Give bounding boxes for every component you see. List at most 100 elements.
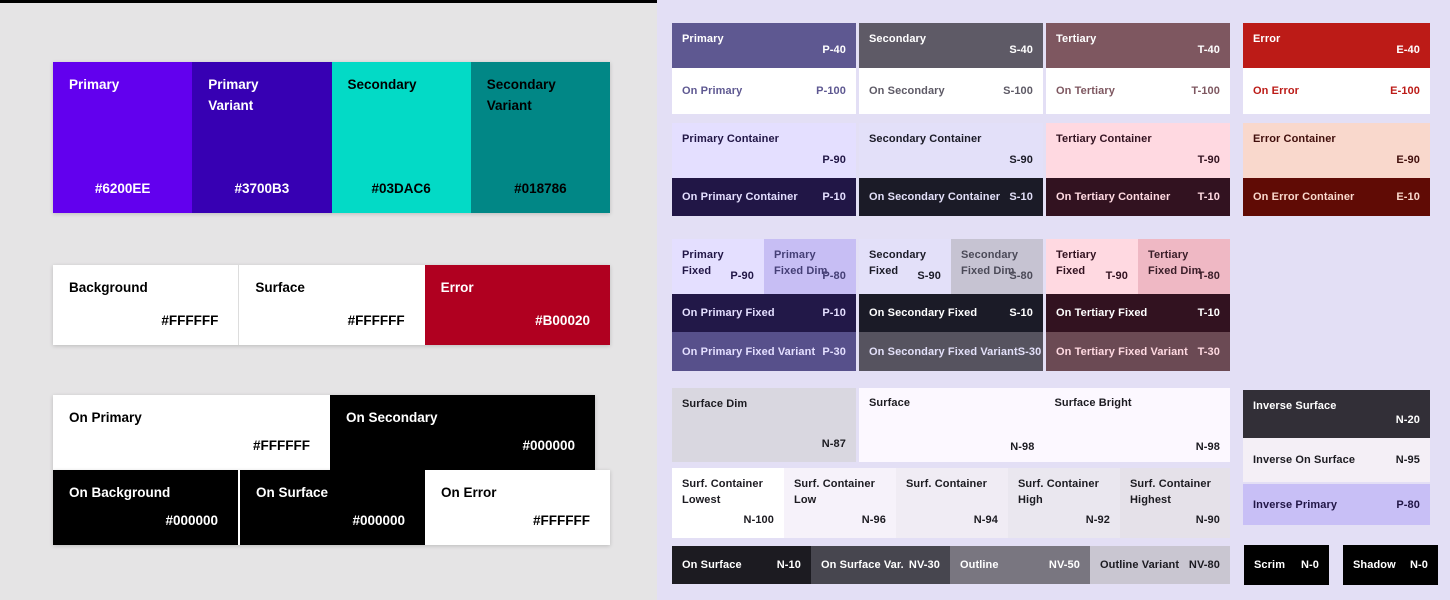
swatch-value: NV-30 <box>908 559 940 571</box>
m3-primary-container-swatch: Primary Container P-90 <box>672 123 856 178</box>
swatch-label: On Tertiary Container <box>1056 191 1171 203</box>
swatch-label: On Secondary Fixed Variant <box>869 345 1018 358</box>
swatch-label: Scrim <box>1254 559 1286 571</box>
swatch-label: On Surface <box>682 559 742 571</box>
swatch-label: Error Container <box>1253 133 1336 145</box>
swatch-hex: #3700B3 <box>234 181 290 197</box>
swatch-label: Tertiary Fixed <box>1056 249 1097 277</box>
m3-on-primary-swatch: On Primary P-100 <box>672 68 856 114</box>
m3-secondary-fixed-swatch: Secondary Fixed S-90 <box>859 239 951 294</box>
swatch-label: Surf. Container Low <box>794 478 875 506</box>
swatch-label: Error <box>440 280 474 295</box>
swatch-hex: #FFFFFF <box>533 513 590 529</box>
swatch-value: N-92 <box>1085 514 1110 527</box>
swatch-value: NV-50 <box>1048 559 1080 571</box>
m3-on-secondary-container-swatch: On Secondary Container S-10 <box>859 178 1043 216</box>
swatch-label: On Primary <box>69 410 142 425</box>
m3-surface-bright-swatch: Surface Bright N-98 <box>1045 388 1231 462</box>
swatch-value: N-90 <box>1195 514 1220 527</box>
swatch-label: Primary Fixed Dim <box>774 249 828 277</box>
swatch-value: S-100 <box>1003 85 1033 97</box>
swatch-label: On Background <box>69 485 171 500</box>
m3-on-surface-variant-swatch: On Surface Var. NV-30 <box>811 546 950 584</box>
swatch-value: N-98 <box>1195 441 1220 453</box>
swatch-hex: #03DAC6 <box>371 181 431 197</box>
swatch-label: Outline <box>960 559 999 571</box>
m2-surface-swatch: Surface #FFFFFF <box>238 265 425 345</box>
m2-on-error-swatch: On Error #FFFFFF <box>425 470 610 545</box>
swatch-value: P-80 <box>1396 498 1420 511</box>
swatch-label: On Primary Fixed <box>682 307 775 319</box>
m3-on-surface-swatch: On Surface N-10 <box>672 546 811 584</box>
swatch-label: Background <box>69 280 148 295</box>
swatch-value: N-87 <box>821 438 846 451</box>
swatch-value: E-10 <box>1396 191 1420 203</box>
swatch-label: On Tertiary <box>1056 85 1115 97</box>
swatch-label: Secondary <box>869 33 927 45</box>
swatch-value: NV-80 <box>1188 559 1220 571</box>
swatch-value: E-40 <box>1396 44 1420 57</box>
swatch-label-line2: Variant <box>208 97 254 113</box>
m3-on-secondary-fixed-variant-swatch: On Secondary Fixed Variant S-30 <box>859 332 1043 371</box>
m3-surface-container-swatch: Surf. Container N-94 <box>896 468 1008 538</box>
swatch-label: On Error <box>441 485 497 500</box>
swatch-value: P-100 <box>816 85 846 97</box>
swatch-value: P-90 <box>730 270 754 283</box>
swatch-value: T-80 <box>1197 270 1220 283</box>
swatch-value: S-90 <box>917 270 941 283</box>
top-divider-line <box>0 0 657 3</box>
m3-secondary-swatch: Secondary S-40 <box>859 23 1043 68</box>
swatch-hex: #018786 <box>514 181 567 197</box>
m3-surface-container-lowest-swatch: Surf. Container Lowest N-100 <box>672 468 784 538</box>
m3-on-primary-container-swatch: On Primary Container P-10 <box>672 178 856 216</box>
swatch-label: Tertiary Container <box>1056 133 1152 145</box>
m3-tertiary-fixed-swatch: Tertiary Fixed T-90 <box>1046 239 1138 294</box>
m3-on-error-swatch: On Error E-100 <box>1243 68 1430 114</box>
swatch-value: N-100 <box>743 514 774 527</box>
swatch-hex: #000000 <box>165 513 218 529</box>
swatch-value: N-0 <box>1300 559 1319 571</box>
swatch-value: P-40 <box>822 44 846 57</box>
swatch-label: On Surface <box>256 485 329 500</box>
m2-on-background-swatch: On Background #000000 <box>53 470 238 545</box>
m3-scrim-swatch: Scrim N-0 <box>1244 545 1329 585</box>
m3-surface-bright-group: Surface N-98 Surface Bright N-98 <box>859 388 1230 462</box>
m3-on-primary-fixed-swatch: On Primary Fixed P-10 <box>672 294 856 332</box>
m2-primary-swatch: Primary #6200EE <box>53 62 193 213</box>
swatch-value: T-10 <box>1197 307 1220 319</box>
m2-surface-colors-block: Background #FFFFFF Surface #FFFFFF Error… <box>53 265 610 345</box>
swatch-label: Inverse On Surface <box>1253 454 1356 466</box>
swatch-hex: #000000 <box>352 513 405 529</box>
m3-surface-container-high-swatch: Surf. Container High N-92 <box>1008 468 1120 538</box>
m2-on-colors-block-top: On Primary #FFFFFF On Secondary #000000 <box>53 395 595 470</box>
swatch-hex: #FFFFFF <box>161 313 219 329</box>
m3-inverse-on-surface-swatch: Inverse On Surface N-95 <box>1243 438 1430 482</box>
m2-on-primary-swatch: On Primary #FFFFFF <box>53 395 330 470</box>
swatch-hex: #FFFFFF <box>347 313 405 329</box>
swatch-value: P-90 <box>822 154 846 167</box>
m2-palette-panel: Primary #6200EE Primary Variant #3700B3 … <box>0 0 657 600</box>
m3-on-secondary-fixed-swatch: On Secondary Fixed S-10 <box>859 294 1043 332</box>
swatch-label: Secondary Container <box>869 133 982 145</box>
swatch-label: Surface Bright <box>1054 397 1132 409</box>
swatch-label: Surf. Container Lowest <box>682 478 763 506</box>
m2-error-swatch: Error #B00020 <box>424 265 610 345</box>
swatch-label: Secondary <box>486 77 556 92</box>
swatch-label: Inverse Primary <box>1253 498 1338 511</box>
m3-surface-container-low-swatch: Surf. Container Low N-96 <box>784 468 896 538</box>
m3-tertiary-container-swatch: Tertiary Container T-90 <box>1046 123 1230 178</box>
swatch-label: Surface Dim <box>682 398 748 410</box>
m2-secondary-swatch: Secondary #03DAC6 <box>331 62 471 213</box>
swatch-value: P-10 <box>822 191 846 203</box>
m3-outline-variant-swatch: Outline Variant NV-80 <box>1090 546 1230 584</box>
swatch-value: N-94 <box>973 514 998 527</box>
m3-on-primary-fixed-variant-swatch: On Primary Fixed Variant P-30 <box>672 332 856 371</box>
swatch-value: N-20 <box>1395 414 1420 427</box>
swatch-label: On Tertiary Fixed Variant <box>1056 345 1188 358</box>
m3-primary-fixed-swatch: Primary Fixed P-90 <box>672 239 764 294</box>
m3-inverse-primary-swatch: Inverse Primary P-80 <box>1243 484 1430 525</box>
swatch-label: On Primary Container <box>682 191 798 203</box>
m2-secondary-variant-swatch: Secondary Variant #018786 <box>470 62 610 213</box>
m2-on-surface-swatch: On Surface #000000 <box>238 470 425 545</box>
swatch-label: On Secondary Fixed <box>869 307 978 319</box>
